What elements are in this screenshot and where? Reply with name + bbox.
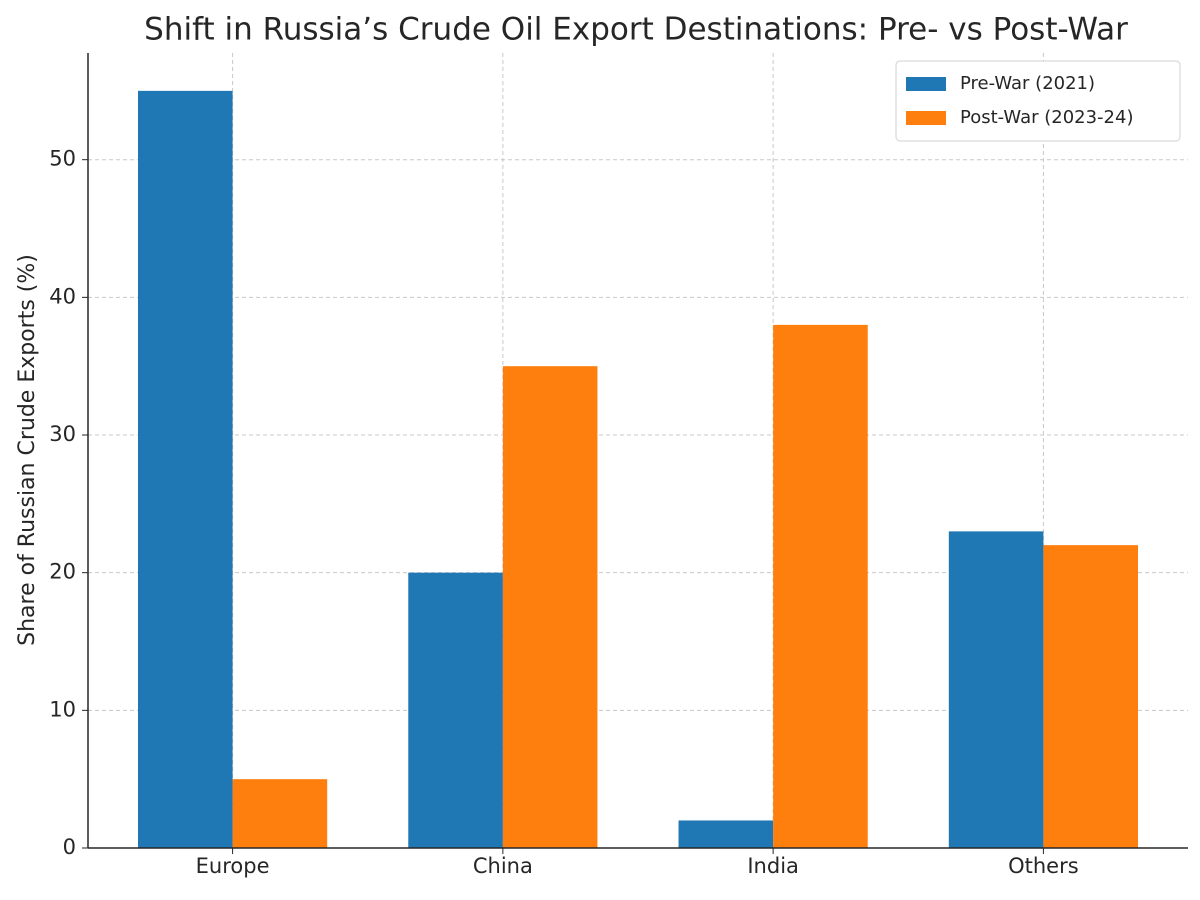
bar bbox=[232, 779, 328, 848]
bar bbox=[948, 531, 1044, 848]
legend-label: Post-War (2023-24) bbox=[960, 107, 1133, 128]
bar bbox=[502, 366, 598, 848]
x-tick-label: India bbox=[747, 854, 799, 878]
y-tick-label: 30 bbox=[49, 422, 76, 446]
legend: Pre-War (2021) Post-War (2023-24) bbox=[895, 60, 1181, 142]
legend-frame bbox=[895, 60, 1181, 142]
y-tick-label: 20 bbox=[49, 560, 76, 584]
chart-title: Shift in Russia’s Crude Oil Export Desti… bbox=[144, 12, 1128, 48]
x-tick-label: China bbox=[473, 854, 533, 878]
bar bbox=[1043, 545, 1138, 848]
legend-swatch bbox=[906, 77, 946, 91]
x-tick-label: Europe bbox=[196, 854, 270, 878]
y-tick-label: 50 bbox=[49, 147, 76, 171]
x-tick-label: Others bbox=[1008, 854, 1079, 878]
bar bbox=[678, 820, 774, 848]
bar bbox=[408, 572, 503, 848]
y-axis-label: Share of Russian Crude Exports (%) bbox=[15, 254, 40, 646]
bar bbox=[773, 324, 868, 848]
legend-label: Pre-War (2021) bbox=[960, 73, 1095, 94]
y-tick-label: 40 bbox=[49, 284, 76, 308]
y-tick-label: 10 bbox=[49, 697, 76, 721]
y-tick-label: 0 bbox=[63, 835, 76, 859]
bar bbox=[138, 90, 233, 849]
legend-swatch bbox=[906, 111, 946, 125]
